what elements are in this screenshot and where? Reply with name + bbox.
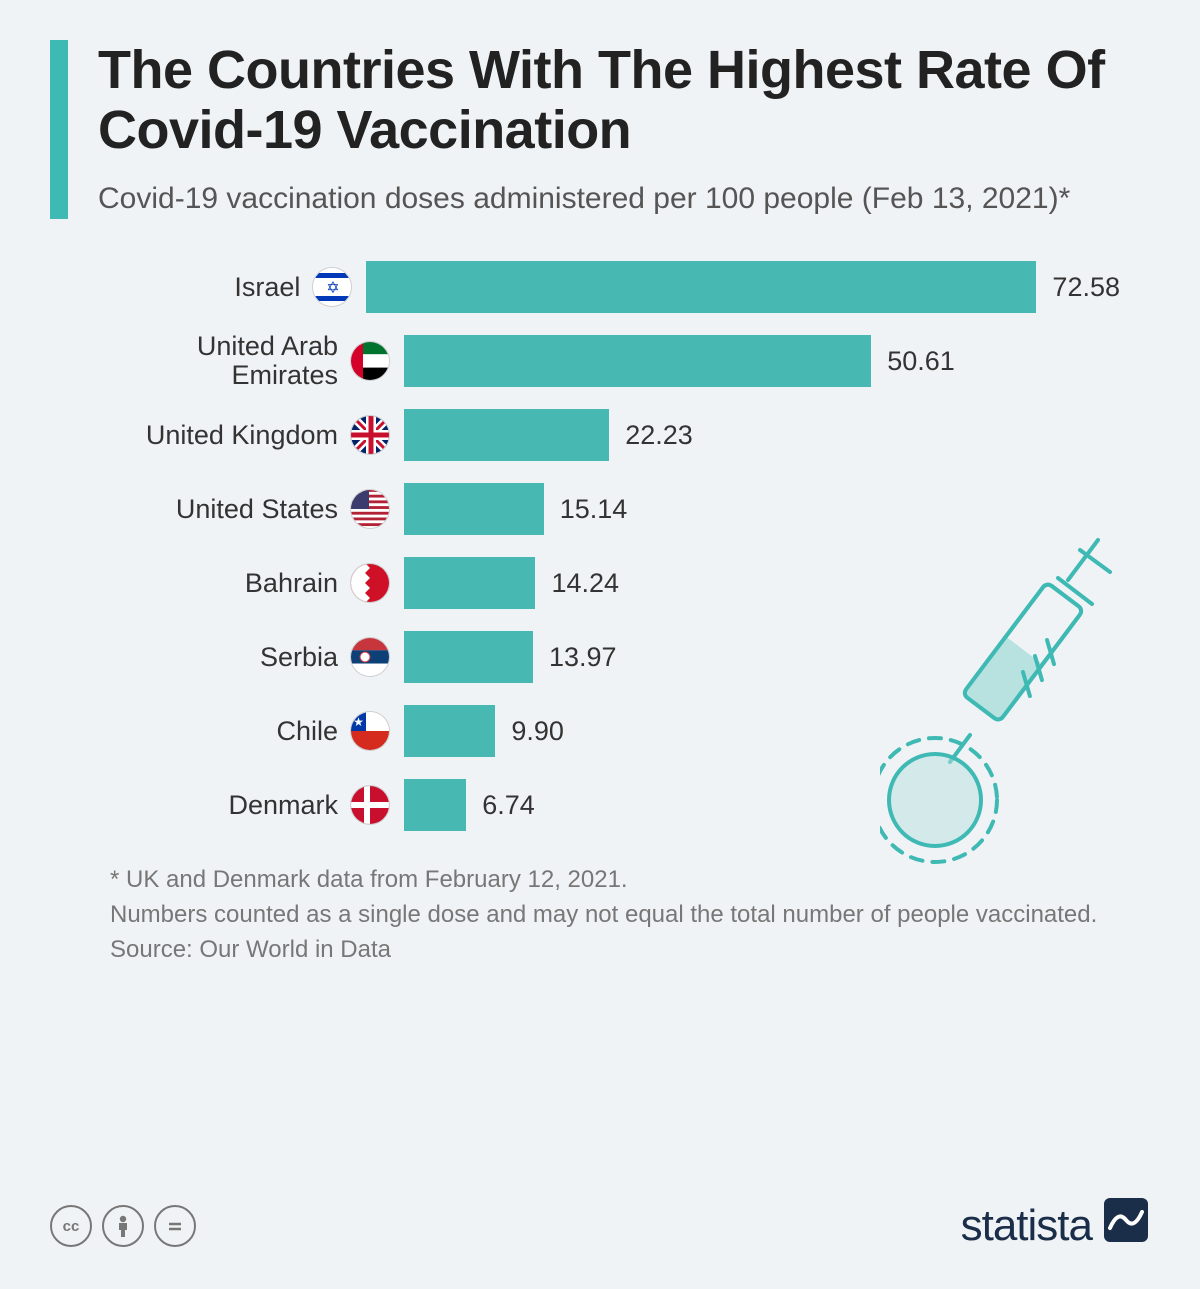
country-label: Denmark [110, 791, 350, 821]
country-label: United Kingdom [110, 421, 350, 451]
flag-icon [350, 637, 390, 677]
svg-text:cc: cc [63, 1218, 80, 1235]
brand-name: statista [961, 1201, 1092, 1251]
bar [404, 409, 609, 461]
country-label: United Arab Emirates [110, 332, 350, 391]
bar-value: 72.58 [1052, 272, 1120, 303]
bar [404, 631, 533, 683]
bar-wrap: 50.61 [404, 335, 1120, 387]
chart-row: United Arab Emirates 50.61 [110, 333, 1120, 389]
page-subtitle: Covid-19 vaccination doses administered … [98, 179, 1150, 220]
svg-text:✡: ✡ [327, 280, 340, 297]
flag-icon [350, 341, 390, 381]
bar-value: 9.90 [511, 716, 564, 747]
bar-value: 15.14 [560, 494, 628, 525]
flag-icon: ✡ [312, 267, 352, 307]
bar-value: 22.23 [625, 420, 693, 451]
cc-icon: cc [50, 1205, 92, 1247]
bar [404, 705, 495, 757]
country-label: Bahrain [110, 569, 350, 599]
bar [404, 779, 466, 831]
flag-icon [350, 563, 390, 603]
bar-wrap: 72.58 [366, 261, 1120, 313]
footer-bar: cc statista [50, 1196, 1150, 1255]
brand-wave-icon [1102, 1196, 1150, 1255]
flag-icon [350, 785, 390, 825]
flag-icon [350, 489, 390, 529]
chart-row: United Kingdom 22.23 [110, 407, 1120, 463]
accent-bar [50, 40, 68, 219]
header-block: The Countries With The Highest Rate Of C… [50, 40, 1150, 219]
cc-nd-icon [154, 1205, 196, 1247]
bar-wrap: 15.14 [404, 483, 1120, 535]
chart-row: Israel ✡ 72.58 [110, 259, 1120, 315]
page-title: The Countries With The Highest Rate Of C… [98, 40, 1150, 161]
country-label: Serbia [110, 643, 350, 673]
country-label: Chile [110, 717, 350, 747]
license-icons: cc [50, 1205, 196, 1247]
bar-value: 6.74 [482, 790, 535, 821]
bar-value: 14.24 [551, 568, 619, 599]
title-block: The Countries With The Highest Rate Of C… [98, 40, 1150, 219]
footnote-source: Source: Our World in Data [110, 933, 1150, 968]
bar [404, 557, 535, 609]
footnote-line: Numbers counted as a single dose and may… [110, 898, 1150, 933]
bar-value: 13.97 [549, 642, 617, 673]
syringe-icon [880, 530, 1140, 895]
country-label: Israel [110, 273, 312, 303]
flag-icon: ★ [350, 711, 390, 751]
bar-value: 50.61 [887, 346, 955, 377]
country-label: United States [110, 495, 350, 525]
cc-by-icon [102, 1205, 144, 1247]
bar [404, 335, 871, 387]
svg-text:★: ★ [353, 715, 364, 729]
bar [404, 483, 544, 535]
brand-logo: statista [961, 1196, 1150, 1255]
bar [366, 261, 1036, 313]
bar-wrap: 22.23 [404, 409, 1120, 461]
flag-icon [350, 415, 390, 455]
